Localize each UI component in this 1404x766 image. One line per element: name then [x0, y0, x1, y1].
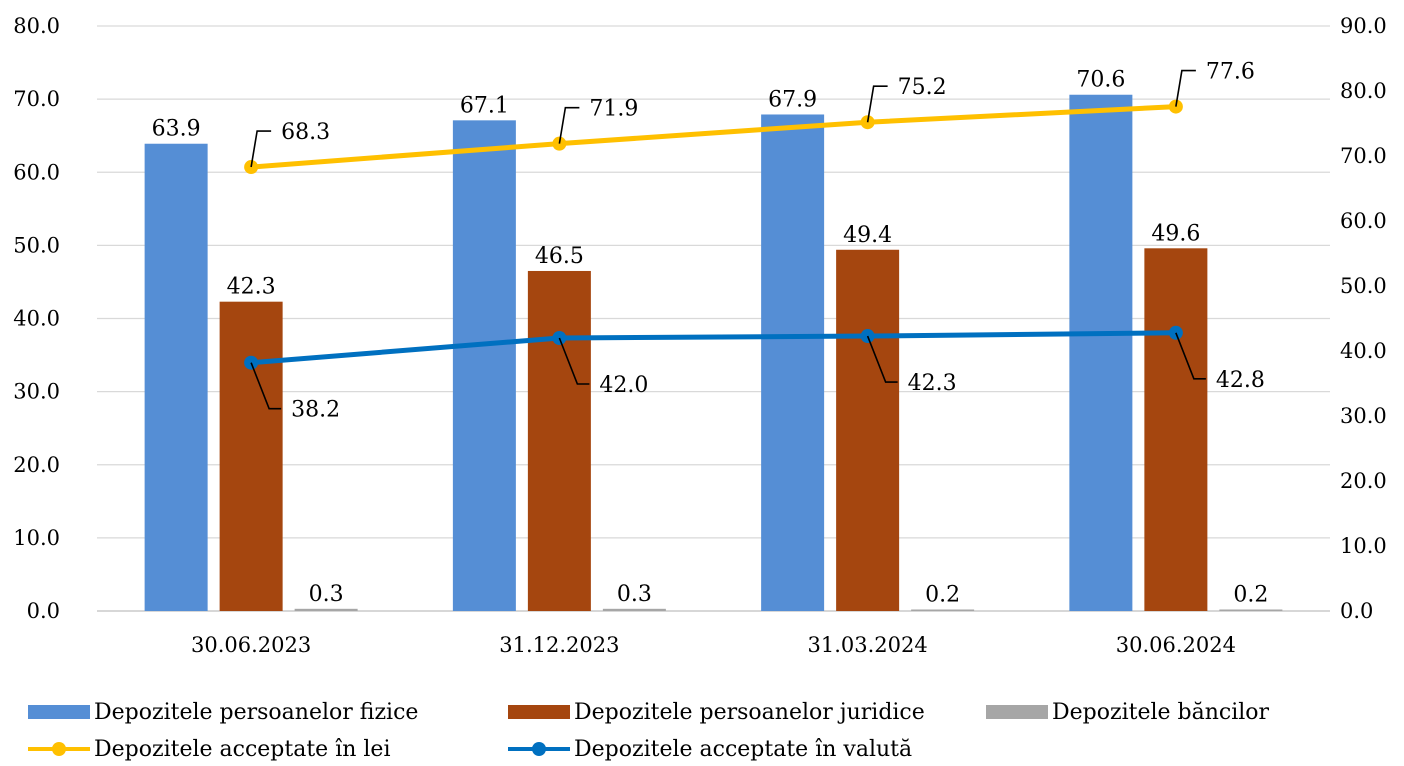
right-tick-label: 50.0: [1340, 274, 1387, 298]
bar: [1219, 609, 1283, 611]
right-tick-label: 40.0: [1340, 339, 1387, 363]
right-tick-label: 20.0: [1340, 469, 1387, 493]
category-label: 31.12.2023: [499, 633, 619, 657]
left-axis-ticks: 0.0 10.0 20.0 30.0 40.0 50.0 60.0 70.0 80.0: [13, 14, 60, 623]
bar: [602, 608, 666, 611]
line-data-label: 71.9: [589, 97, 638, 122]
left-tick-label: 30.0: [13, 380, 60, 404]
legend-swatch-fizice: [28, 705, 90, 719]
line-data-label: 42.0: [599, 373, 648, 398]
bar-data-label: 49.6: [1151, 221, 1200, 246]
lines: [244, 99, 1183, 370]
leader-line: [250, 130, 272, 168]
category-label: 31.03.2024: [808, 633, 928, 657]
bar: [1144, 248, 1208, 612]
legend: Depozitele persoanelor fizice Depozitele…: [0, 690, 1404, 766]
bar: [294, 608, 358, 611]
bar-data-label: 0.3: [309, 582, 344, 607]
left-tick-label: 0.0: [27, 599, 60, 623]
leader-line: [866, 335, 898, 383]
bar-data-label: 0.2: [1233, 583, 1268, 608]
bar-data-label: 0.3: [617, 582, 652, 607]
right-tick-label: 0.0: [1340, 599, 1373, 623]
right-tick-label: 30.0: [1340, 404, 1387, 428]
bar-data-label: 46.5: [535, 244, 584, 269]
legend-swatch-valuta: [508, 742, 570, 756]
legend-label-juridice: Depozitele persoanelor juridice: [574, 699, 925, 725]
legend-swatch-lei: [28, 742, 90, 756]
bars: [144, 94, 1283, 612]
series-line: [250, 104, 1177, 170]
left-tick-label: 70.0: [13, 87, 60, 111]
leader-line: [1175, 332, 1206, 380]
line-data-label: 42.8: [1216, 368, 1265, 393]
legend-label-bancilor: Depozitele băncilor: [1052, 699, 1270, 725]
legend-item-lei: Depozitele acceptate în lei: [28, 734, 390, 764]
bar-data-label: 0.2: [925, 583, 960, 608]
leader-line: [558, 106, 580, 144]
bar-data-label: 49.4: [843, 223, 892, 248]
legend-item-bancilor: Depozitele băncilor: [986, 697, 1269, 727]
line-data-label: 77.6: [1206, 60, 1255, 85]
category-labels: 30.06.2023 31.12.2023 31.03.2024 30.06.2024: [191, 633, 1236, 657]
category-label: 30.06.2023: [191, 633, 311, 657]
data-labels: 63.9 42.3 0.3 67.1 46.5 0.3 67.9 49.4 0.2 70.6 49.…: [152, 60, 1269, 608]
left-tick-label: 10.0: [13, 526, 60, 550]
line-data-label: 75.2: [898, 75, 947, 100]
right-tick-label: 90.0: [1340, 14, 1387, 38]
left-tick-label: 50.0: [13, 233, 60, 257]
leader-line: [866, 85, 888, 123]
bar: [911, 609, 975, 611]
left-tick-label: 20.0: [13, 453, 60, 477]
line-data-label: 38.2: [291, 398, 340, 423]
left-tick-label: 40.0: [13, 307, 60, 331]
leader-line: [1175, 69, 1196, 107]
left-tick-label: 80.0: [13, 14, 60, 38]
left-tick-label: 60.0: [13, 160, 60, 184]
legend-swatch-bancilor: [986, 705, 1048, 719]
series-line: [250, 330, 1176, 366]
right-tick-label: 80.0: [1340, 79, 1387, 103]
legend-swatch-juridice: [508, 705, 570, 719]
legend-label-valuta: Depozitele acceptate în valută: [574, 736, 913, 762]
right-tick-label: 10.0: [1340, 534, 1387, 558]
bar: [1069, 94, 1133, 612]
bar-data-label: 42.3: [227, 275, 276, 300]
legend-item-fizice: Depozitele persoanelor fizice: [28, 697, 418, 727]
combo-chart: 0.0 10.0 20.0 30.0 40.0 50.0 60.0 70.0 80.0 0.0 1…: [13, 14, 1387, 657]
right-tick-label: 70.0: [1340, 144, 1387, 168]
bar-data-label: 63.9: [152, 117, 201, 142]
legend-label-fizice: Depozitele persoanelor fizice: [94, 699, 419, 725]
legend-item-valuta: Depozitele acceptate în valută: [508, 734, 912, 764]
bar: [452, 120, 516, 612]
bar: [761, 114, 825, 611]
right-axis-ticks: 0.0 10.0 20.0 30.0 40.0 50.0 60.0 70.0 80.0 90.0: [1340, 14, 1387, 623]
line-data-label: 42.3: [908, 371, 957, 396]
category-label: 30.06.2024: [1116, 633, 1236, 657]
bar: [527, 270, 591, 611]
legend-label-lei: Depozitele acceptate în lei: [94, 736, 391, 762]
bar: [219, 301, 283, 611]
gridlines: [97, 25, 1330, 612]
leader-line: [558, 337, 590, 385]
bar-data-label: 67.9: [768, 87, 817, 112]
bar: [836, 249, 900, 611]
bar: [144, 143, 208, 611]
line-data-label: 68.3: [281, 120, 330, 145]
legend-item-juridice: Depozitele persoanelor juridice: [508, 697, 925, 727]
right-tick-label: 60.0: [1340, 209, 1387, 233]
bar-data-label: 67.1: [460, 93, 509, 118]
bar-data-label: 70.6: [1076, 68, 1125, 93]
leader-line: [250, 362, 282, 410]
